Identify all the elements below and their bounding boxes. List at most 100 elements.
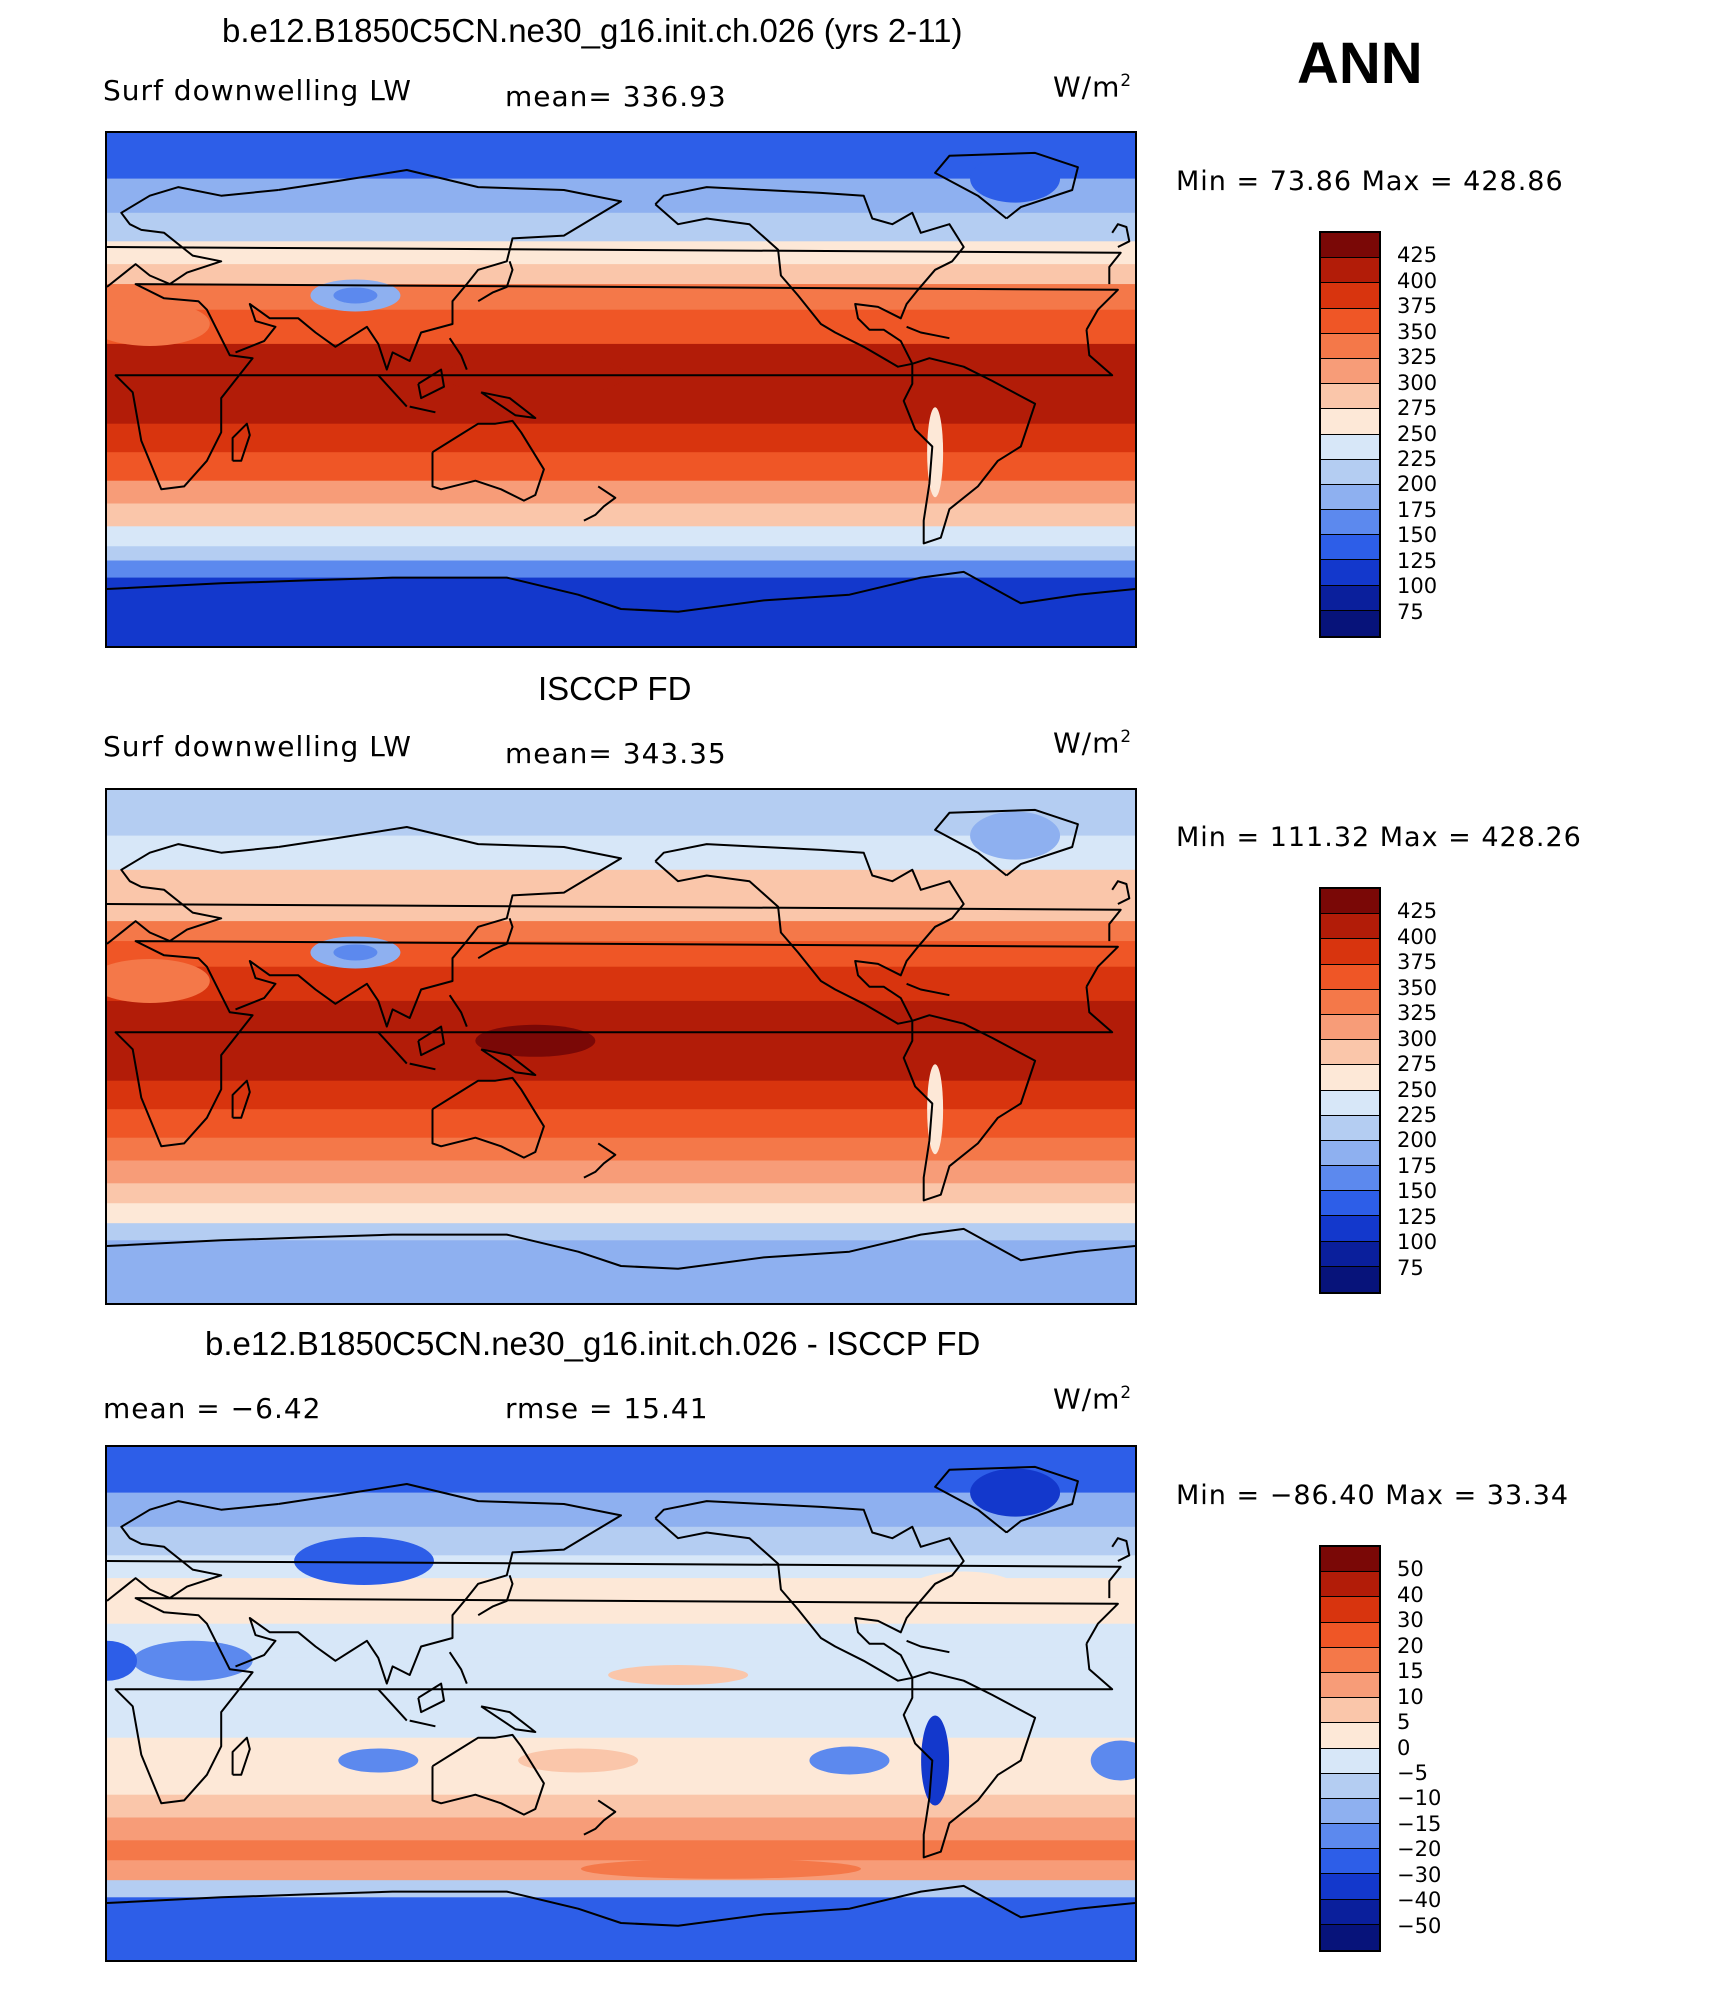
- panel-1-mean-label: mean= 336.93: [505, 80, 727, 113]
- colorbar-tick-label: 200: [1397, 472, 1438, 497]
- season-label: ANN: [1297, 31, 1423, 96]
- colorbar-swatch: [1321, 1647, 1379, 1673]
- colorbar-tick-label: −10: [1397, 1786, 1442, 1811]
- colorbar-tick-label: 150: [1397, 523, 1438, 548]
- colorbar-swatch: [1321, 1698, 1379, 1724]
- colorbar-tick-label: 250: [1397, 421, 1438, 446]
- colorbar-tick-label: 75: [1397, 599, 1424, 624]
- colorbar-tick-label: 40: [1397, 1582, 1424, 1607]
- colorbar-swatch: [1321, 560, 1379, 586]
- colorbar-swatch: [1321, 1622, 1379, 1648]
- colorbar-swatch: [1321, 1547, 1379, 1573]
- colorbar-tick-label: 100: [1397, 1230, 1438, 1255]
- colorbar-tick-label: −40: [1397, 1888, 1442, 1913]
- colorbar-tick-label: 5: [1397, 1710, 1411, 1735]
- colorbar-swatch: [1321, 358, 1379, 385]
- panel-3-title: b.e12.B1850C5CN.ne30_g16.init.ch.026 - I…: [205, 1325, 981, 1362]
- colorbar-swatch: [1321, 1672, 1379, 1699]
- colorbar-tick-label: 350: [1397, 319, 1438, 344]
- colorbar-swatch: [1321, 434, 1379, 460]
- colorbar-swatch: [1321, 1924, 1379, 1950]
- colorbar-tick-label: −5: [1397, 1760, 1428, 1785]
- colorbar-swatch: [1321, 1723, 1379, 1749]
- panel-1-minmax: Min = 73.86 Max = 428.86: [1176, 166, 1564, 197]
- colorbar-swatch: [1321, 1748, 1379, 1774]
- colorbar-tick-label: 300: [1397, 370, 1438, 395]
- colorbar-tick-label: 400: [1397, 924, 1438, 949]
- colorbar-tick-label: 400: [1397, 268, 1438, 293]
- panel-1-title: b.e12.B1850C5CN.ne30_g16.init.ch.026 (yr…: [222, 12, 963, 49]
- colorbar-swatch: [1321, 914, 1379, 940]
- colorbar-swatch: [1321, 1597, 1379, 1623]
- colorbar-tick-label: 425: [1397, 899, 1438, 924]
- panel-2-variable-label: Surf downwelling LW: [103, 730, 412, 763]
- colorbar-swatch: [1321, 258, 1379, 284]
- panel-3-units: W/m2: [1053, 1382, 1133, 1416]
- colorbar-swatch: [1321, 1014, 1379, 1041]
- colorbar-swatch: [1321, 510, 1379, 536]
- colorbar-swatch: [1321, 1040, 1379, 1066]
- colorbar-tick-label: 300: [1397, 1026, 1438, 1051]
- map-canvas: [107, 133, 1135, 646]
- colorbar-tick-label: 275: [1397, 1052, 1438, 1077]
- colorbar-swatch: [1321, 1874, 1379, 1900]
- colorbar-swatch: [1321, 1849, 1379, 1875]
- colorbar-tick-label: 200: [1397, 1128, 1438, 1153]
- colorbar-swatch: [1321, 459, 1379, 485]
- colorbar-tick-label: 325: [1397, 1001, 1438, 1026]
- colorbar-swatch: [1321, 585, 1379, 611]
- colorbar-tick-label: 375: [1397, 294, 1438, 319]
- colorbar-tick-label: 125: [1397, 1204, 1438, 1229]
- colorbar-swatch: [1321, 484, 1379, 511]
- panel-3-minmax: Min = −86.40 Max = 33.34: [1176, 1480, 1570, 1511]
- panel-2-units: W/m2: [1053, 726, 1133, 760]
- colorbar-swatch: [1321, 1191, 1379, 1217]
- colorbar-tick-label: 250: [1397, 1077, 1438, 1102]
- panel-3-map: [105, 1445, 1137, 1962]
- colorbar-tick-label: 50: [1397, 1557, 1424, 1582]
- colorbar-tick-label: 125: [1397, 548, 1438, 573]
- colorbar-swatch: [1321, 1090, 1379, 1116]
- panel-3-rmse-label: rmse = 15.41: [505, 1392, 709, 1425]
- panel-1-map: [105, 131, 1137, 648]
- colorbar-swatch: [1321, 384, 1379, 410]
- colorbar-swatch: [1321, 1824, 1379, 1850]
- colorbar-swatch: [1321, 283, 1379, 309]
- colorbar-tick-label: −15: [1397, 1811, 1442, 1836]
- panel-2-map: [105, 788, 1137, 1305]
- colorbar-swatch: [1321, 1216, 1379, 1242]
- panel-2-title: ISCCP FD: [538, 670, 692, 707]
- colorbar-tick-label: 15: [1397, 1659, 1424, 1684]
- panel-2-mean-label: mean= 343.35: [505, 737, 727, 770]
- colorbar-swatch: [1321, 1266, 1379, 1292]
- panel-1-colorbar: [1319, 231, 1381, 638]
- colorbar-tick-label: 20: [1397, 1633, 1424, 1658]
- colorbar-swatch: [1321, 989, 1379, 1015]
- colorbar-swatch: [1321, 308, 1379, 334]
- colorbar-swatch: [1321, 939, 1379, 965]
- colorbar-tick-label: 30: [1397, 1608, 1424, 1633]
- colorbar-tick-label: 150: [1397, 1179, 1438, 1204]
- colorbar-swatch: [1321, 1572, 1379, 1598]
- colorbar-tick-label: −50: [1397, 1913, 1442, 1938]
- colorbar-swatch: [1321, 1115, 1379, 1141]
- colorbar-swatch: [1321, 1140, 1379, 1167]
- colorbar-swatch: [1321, 610, 1379, 636]
- colorbar-swatch: [1321, 964, 1379, 990]
- colorbar-tick-label: 0: [1397, 1735, 1411, 1760]
- colorbar-tick-label: 425: [1397, 243, 1438, 268]
- panel-2-colorbar: [1319, 887, 1381, 1294]
- colorbar-tick-label: 225: [1397, 1102, 1438, 1127]
- colorbar-tick-label: 175: [1397, 497, 1438, 522]
- map-canvas: [107, 790, 1135, 1303]
- colorbar-tick-label: 375: [1397, 950, 1438, 975]
- colorbar-swatch: [1321, 1166, 1379, 1192]
- colorbar-tick-label: 325: [1397, 345, 1438, 370]
- colorbar-swatch: [1321, 233, 1379, 259]
- colorbar-tick-label: −30: [1397, 1862, 1442, 1887]
- colorbar-tick-label: 225: [1397, 446, 1438, 471]
- colorbar-tick-label: 175: [1397, 1153, 1438, 1178]
- colorbar-swatch: [1321, 1773, 1379, 1799]
- colorbar-tick-label: 75: [1397, 1255, 1424, 1280]
- colorbar-swatch: [1321, 409, 1379, 435]
